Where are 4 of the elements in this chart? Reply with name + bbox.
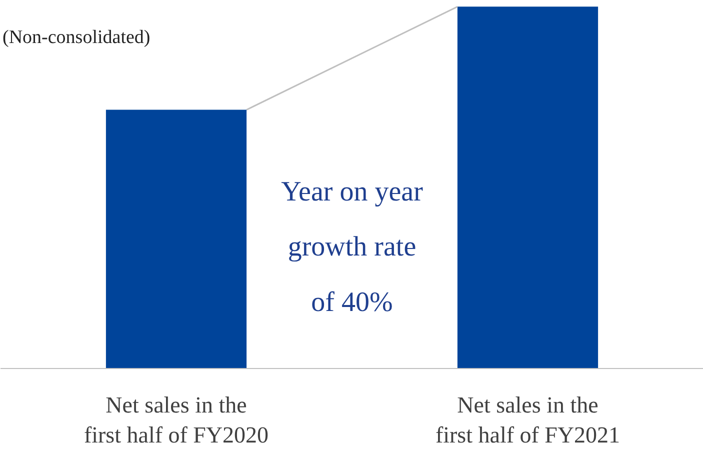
x-tick-label: Net sales in the first half of FY2021 bbox=[435, 392, 620, 448]
annotation: Year on year growth rate of 40% bbox=[281, 176, 424, 318]
x-tick-label: Net sales in the first half of FY2020 bbox=[84, 392, 269, 448]
annotation: (Non-consolidated) bbox=[2, 26, 150, 48]
